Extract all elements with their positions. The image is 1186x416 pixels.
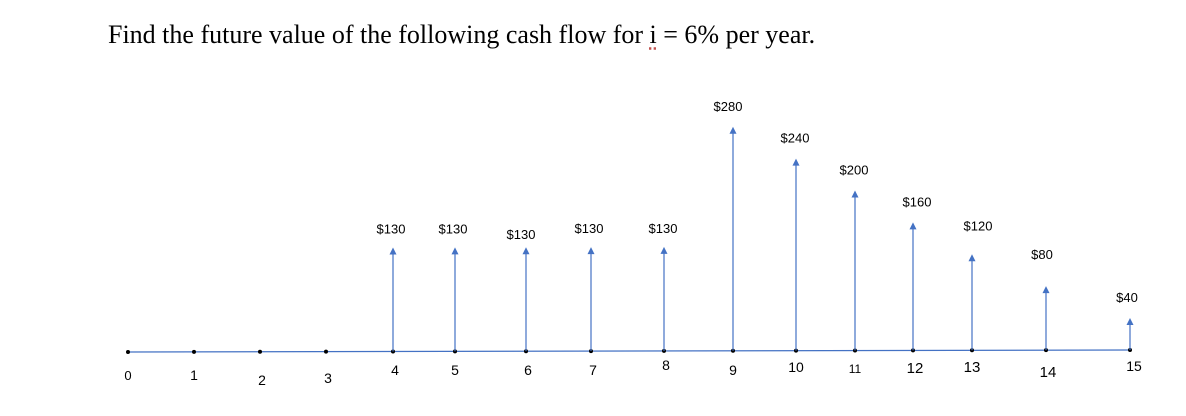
period-label-4: 4 [391,362,399,378]
period-point-1 [192,349,196,354]
question-prefix: Find the future value of the following c… [108,20,650,49]
cash-flow-arrow-period-15: $40 [1116,290,1138,350]
cash-flow-arrow-period-9: $280 [714,99,743,351]
period-label-8: 8 [662,357,670,373]
cash-flow-arrow-period-13: $120 [964,218,993,351]
period-label-15: 15 [1126,358,1142,374]
cash-flow-arrow-period-4: $130 [377,221,406,352]
arrow-head [792,158,800,166]
cash-flow-arrow-period-6: $130 [507,227,536,352]
cash-flow-label: $40 [1116,290,1138,305]
cash-flow-arrow-period-5: $130 [439,221,468,352]
cash-flow-label: $160 [903,194,932,209]
period-label-0: 0 [124,368,131,383]
arrow-head [1126,318,1134,325]
interest-variable: i [649,20,657,49]
period-label-6: 6 [524,362,532,378]
period-label-9: 9 [729,362,737,378]
arrow-head [451,247,459,255]
cash-flow-label: $120 [964,218,993,233]
period-label-2: 2 [258,372,266,388]
cash-flow-label: $200 [840,163,869,178]
question-text: Find the future value of the following c… [108,20,815,50]
cash-flow-arrow-period-14: $80 [1031,247,1053,351]
arrow-head [389,247,397,255]
arrow-head [729,126,737,134]
period-label-13: 13 [964,359,981,376]
period-label-3: 3 [324,370,332,386]
cash-flow-label: $130 [439,221,468,236]
period-labels: 0 1 2 3 4 5 6 7 8 9 10 11 12 13 14 15 [124,357,1142,388]
arrow-head [522,247,530,255]
arrow-head [909,222,917,230]
cash-flow-arrow-period-10: $240 [781,131,810,351]
period-point-2 [258,349,262,354]
cash-flow-label: $130 [575,221,604,236]
arrow-head [851,190,859,198]
arrow-head [660,246,668,254]
cash-flow-label: $130 [649,221,678,236]
period-label-1: 1 [190,367,198,383]
cash-flow-label: $80 [1031,247,1053,262]
arrow-head [587,247,595,255]
period-point-0 [126,350,130,354]
cash-flow-label: $130 [507,227,536,242]
period-point-3 [324,349,328,354]
cash-flow-label: $280 [714,99,743,114]
timeline [126,348,1132,354]
period-label-10: 10 [788,359,804,375]
cash-flow-arrow-period-7: $130 [575,221,604,352]
question-suffix: = 6% per year. [656,20,816,49]
period-label-14: 14 [1040,364,1057,381]
period-label-7: 7 [589,362,597,378]
period-label-12: 12 [907,360,924,377]
cash-flow-label: $130 [377,221,406,236]
cash-flow-arrow-period-8: $130 [649,221,678,351]
cash-flow-label: $240 [781,131,810,146]
cash-flow-arrow-period-12: $160 [903,194,932,351]
cash-flow-arrows: $130 $130 $130 $130 $130 $280 $240 $200 $160 $120… [377,99,1138,352]
period-label-11: 11 [849,362,862,376]
arrow-head [968,254,976,262]
period-label-5: 5 [451,362,459,378]
arrow-head [1042,286,1050,294]
cash-flow-arrow-period-11: $200 [840,163,869,351]
timeline-axis [127,349,1131,353]
